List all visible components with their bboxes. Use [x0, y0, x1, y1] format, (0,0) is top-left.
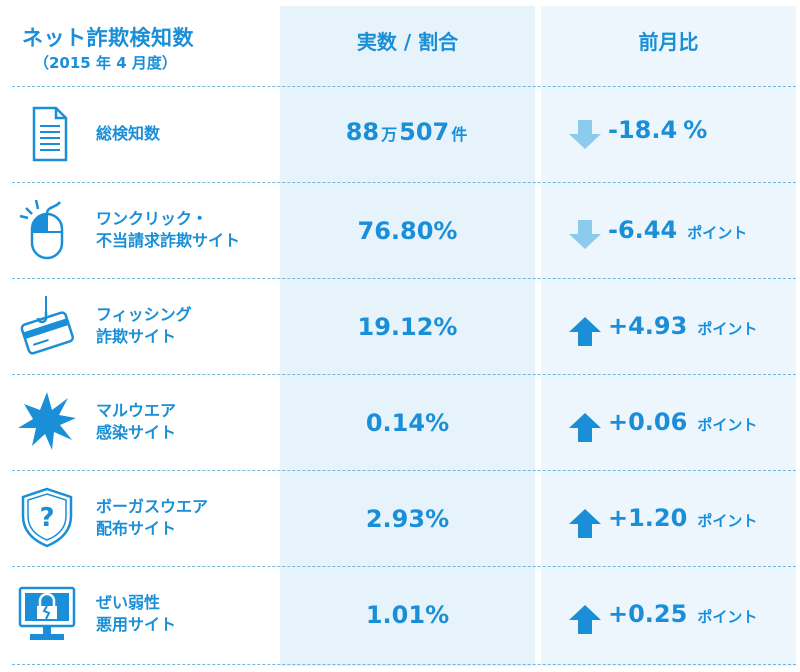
- table-subtitle: （2015 年 4 月度）: [34, 54, 177, 72]
- table-row: マルウエア 感染サイト 0.14% +0.06 ポイント: [0, 376, 800, 471]
- arrow-up-icon: [569, 605, 601, 634]
- row-divider: [12, 278, 796, 279]
- row-divider: [12, 566, 796, 567]
- table-row: 総検知数 88 万507 件 -18.4%: [0, 88, 800, 183]
- arrow-down-icon: [569, 220, 601, 249]
- credit-card-hook-icon: [20, 296, 75, 355]
- table-row: フィッシング 詐欺サイト 19.12% +4.93 ポイント: [0, 280, 800, 375]
- row-label: ぜい弱性 悪用サイト: [96, 593, 177, 634]
- row-label: マルウエア 感染サイト: [96, 401, 177, 442]
- document-icon: [32, 106, 68, 162]
- row-value: 88 万507 件: [345, 118, 468, 146]
- malware-burst-icon: [18, 392, 76, 450]
- arrow-down-icon: [569, 120, 601, 149]
- row-label: 総検知数: [96, 124, 161, 143]
- table-title: ネット詐欺検知数: [22, 26, 194, 50]
- monitor-broken-lock-icon: [18, 586, 76, 640]
- value-column-bg: [280, 6, 535, 666]
- row-divider: [12, 470, 796, 471]
- row-value: 19.12%: [357, 313, 458, 341]
- row-divider: [12, 664, 796, 665]
- arrow-up-icon: [569, 509, 601, 538]
- row-label: フィッシング 詐欺サイト: [96, 305, 192, 346]
- row-divider: [12, 182, 796, 183]
- value-column-header: 実数 / 割合: [356, 30, 459, 54]
- table-row: ワンクリック・ 不当請求詐欺サイト 76.80% -6.44 ポイント: [0, 184, 800, 279]
- row-label: ワンクリック・ 不当請求詐欺サイト: [96, 209, 241, 250]
- shield-question-icon: ?: [21, 487, 73, 548]
- arrow-up-icon: [569, 317, 601, 346]
- row-divider: [12, 86, 796, 87]
- svg-text:?: ?: [39, 503, 54, 533]
- table-row: ぜい弱性 悪用サイト 1.01% +0.25 ポイント: [0, 568, 800, 663]
- table-row: ? ボーガスウエア 配布サイト 2.93% +1.20 ポイント: [0, 472, 800, 567]
- change-column-header: 前月比: [638, 30, 699, 54]
- mouse-click-icon: [19, 199, 64, 260]
- row-value: 2.93%: [365, 505, 450, 533]
- row-value: 1.01%: [365, 601, 450, 629]
- row-value: 76.80%: [357, 217, 458, 245]
- arrow-up-icon: [569, 413, 601, 442]
- row-divider: [12, 374, 796, 375]
- row-label: ボーガスウエア 配布サイト: [96, 497, 209, 538]
- row-value: 0.14%: [365, 409, 450, 437]
